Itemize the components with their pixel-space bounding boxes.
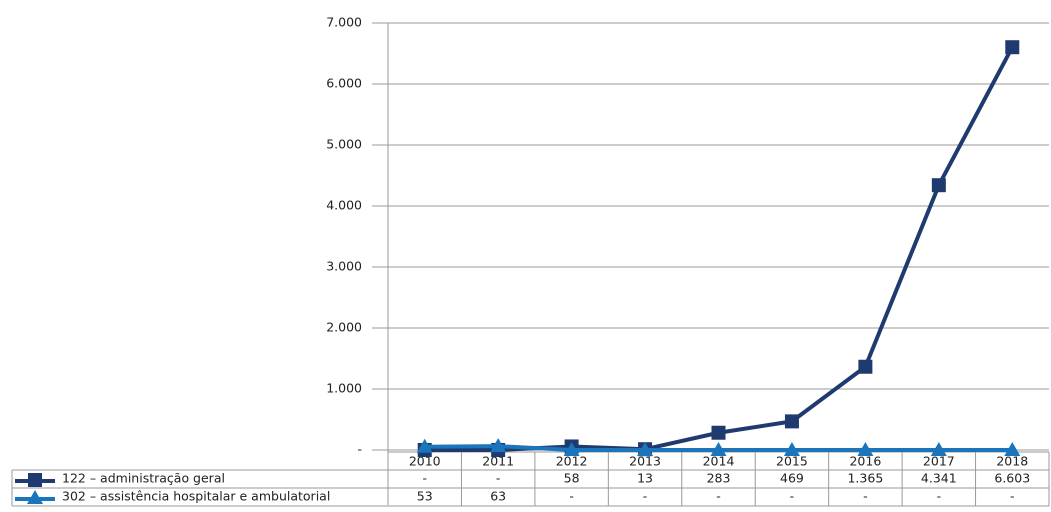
table-cell: 4.341: [921, 471, 957, 486]
legend-label: 302 – assistência hospitalar e ambulator…: [62, 489, 330, 504]
x-tick-label: 2014: [703, 454, 735, 469]
table-cell: -: [937, 489, 942, 504]
table-cell: -: [422, 471, 427, 486]
x-tick-label: 2013: [629, 454, 661, 469]
marker: [857, 442, 874, 456]
table-cell: 469: [780, 471, 804, 486]
marker: [1005, 40, 1020, 55]
x-tick-label: 2017: [923, 454, 955, 469]
marker: [858, 359, 873, 374]
marker: [637, 442, 654, 456]
y-tick-label: 5.000: [326, 137, 362, 152]
table-cell: -: [496, 471, 501, 486]
marker: [784, 414, 799, 429]
x-tick-label: 2018: [996, 454, 1028, 469]
table-cell: -: [643, 489, 648, 504]
marker: [783, 442, 800, 456]
x-tick-label: 2010: [409, 454, 441, 469]
x-tick-label: 2016: [849, 454, 881, 469]
marker: [1004, 442, 1021, 456]
y-tick-label: 1.000: [326, 381, 362, 396]
y-tick-label: 2.000: [326, 320, 362, 335]
marker: [490, 438, 507, 453]
legend-marker: [28, 473, 42, 487]
table-cell: 283: [707, 471, 731, 486]
table-cell: 6.603: [994, 471, 1030, 486]
marker: [416, 438, 433, 453]
y-tick-label: 6.000: [326, 76, 362, 91]
legend-marker: [27, 490, 43, 504]
y-tick-label: -: [357, 442, 362, 457]
x-tick-label: 2011: [482, 454, 514, 469]
table-cell: -: [716, 489, 721, 504]
table-cell: 63: [490, 489, 506, 504]
marker: [563, 442, 580, 456]
marker: [931, 178, 946, 193]
table-cell: -: [790, 489, 795, 504]
y-tick-label: 4.000: [326, 198, 362, 213]
y-tick-label: 3.000: [326, 259, 362, 274]
y-tick-label: 7.000: [326, 15, 362, 30]
marker: [711, 425, 726, 440]
table-cell: 53: [417, 489, 433, 504]
x-tick-label: 2015: [776, 454, 808, 469]
table-cell: 1.365: [847, 471, 883, 486]
table-cell: -: [569, 489, 574, 504]
series-line: [424, 46, 1015, 452]
table-cell: -: [863, 489, 868, 504]
table-cell: -: [1010, 489, 1015, 504]
table-cell: 58: [564, 471, 580, 486]
table-cell: 13: [637, 471, 653, 486]
marker: [710, 442, 727, 456]
legend-label: 122 – administração geral: [62, 471, 225, 486]
x-tick-label: 2012: [556, 454, 588, 469]
marker: [930, 442, 947, 456]
